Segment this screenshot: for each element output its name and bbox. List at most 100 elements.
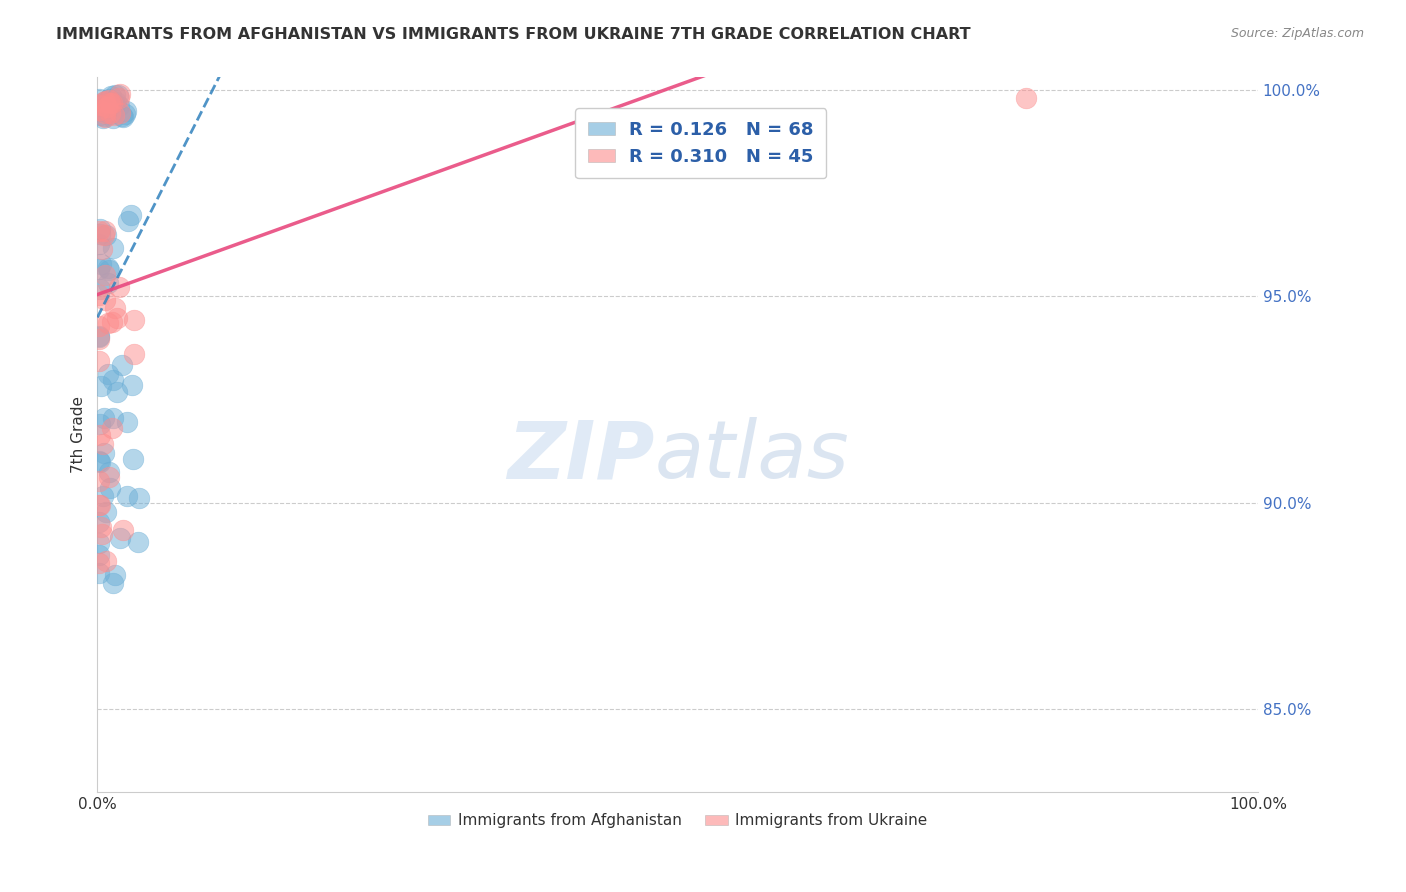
Point (91, 437, 114, 451)
Point (98, 96, 121, 111)
Point (96, 99, 118, 113)
Point (122, 313, 145, 327)
Point (87, 92, 110, 106)
Point (93, 101, 115, 115)
Point (97, 316, 120, 330)
Point (120, 209, 142, 223)
Point (89, 107, 111, 121)
Point (108, 532, 131, 546)
Text: IMMIGRANTS FROM AFGHANISTAN VS IMMIGRANTS FROM UKRAINE 7TH GRADE CORRELATION CHA: IMMIGRANTS FROM AFGHANISTAN VS IMMIGRANT… (56, 27, 972, 42)
Point (98, 93, 121, 107)
Point (122, 346, 145, 360)
Point (103, 108, 125, 122)
Point (96, 228, 118, 243)
Point (89, 498, 111, 512)
Point (87, 556, 110, 570)
Point (108, 87, 131, 102)
Point (94, 268, 117, 282)
Point (101, 241, 124, 255)
Point (93, 95, 115, 109)
Point (101, 111, 124, 125)
Point (87, 515, 110, 529)
Point (111, 110, 134, 124)
Point (89, 417, 111, 432)
Point (98, 263, 121, 277)
Point (103, 410, 125, 425)
Point (87, 354, 110, 368)
Point (101, 373, 124, 387)
Point (87, 566, 110, 581)
Point (87, 261, 110, 276)
Point (98, 469, 121, 483)
Point (87, 236, 110, 251)
Point (97, 261, 120, 276)
Point (94, 94, 117, 108)
Point (91, 96, 114, 111)
Text: ZIP: ZIP (508, 417, 654, 495)
Point (94, 293, 117, 307)
Point (96, 100, 118, 114)
Point (89, 475, 111, 489)
Point (97, 276, 120, 290)
Point (96, 105, 118, 120)
Point (89, 103, 111, 117)
Point (97, 465, 120, 479)
Point (89, 498, 111, 512)
Point (104, 88, 127, 103)
Point (89, 227, 111, 241)
Point (93, 110, 115, 124)
Point (93, 228, 115, 243)
Y-axis label: 7th Grade: 7th Grade (72, 396, 86, 473)
Point (108, 105, 131, 120)
Point (89, 282, 111, 296)
Point (105, 311, 128, 326)
Point (87, 332, 110, 346)
Point (105, 384, 128, 399)
Point (91, 242, 114, 256)
Point (93, 109, 115, 123)
Point (87, 224, 110, 238)
Point (89, 222, 111, 236)
Point (112, 523, 135, 537)
Point (122, 451, 145, 466)
Point (90, 258, 112, 272)
Point (107, 91, 129, 105)
Point (93, 95, 115, 109)
Point (97, 98, 120, 112)
Point (104, 97, 127, 112)
Point (87, 328, 110, 343)
Point (94, 505, 117, 519)
Point (127, 535, 149, 549)
Point (91, 103, 114, 118)
Point (103, 575, 125, 590)
Point (98, 481, 121, 495)
Point (114, 107, 136, 121)
Point (117, 415, 139, 429)
Legend: Immigrants from Afghanistan, Immigrants from Ukraine: Immigrants from Afghanistan, Immigrants … (422, 807, 934, 834)
Point (1015, 91, 1038, 105)
Point (101, 421, 124, 435)
Point (97, 367, 120, 381)
Point (91, 111, 114, 125)
Point (104, 301, 127, 315)
Point (89, 455, 111, 469)
Point (97, 92, 120, 106)
Point (87, 453, 110, 467)
Point (115, 489, 138, 503)
Point (111, 358, 134, 372)
Point (104, 95, 127, 110)
Point (94, 106, 117, 120)
Point (93, 446, 115, 460)
Point (94, 554, 117, 568)
Point (87, 330, 110, 344)
Point (108, 99, 131, 113)
Point (90, 379, 112, 393)
Point (100, 107, 122, 121)
Point (114, 104, 136, 119)
Point (98, 105, 121, 120)
Point (111, 109, 134, 123)
Point (100, 89, 122, 103)
Point (90, 520, 112, 534)
Point (108, 280, 131, 294)
Point (89, 428, 111, 442)
